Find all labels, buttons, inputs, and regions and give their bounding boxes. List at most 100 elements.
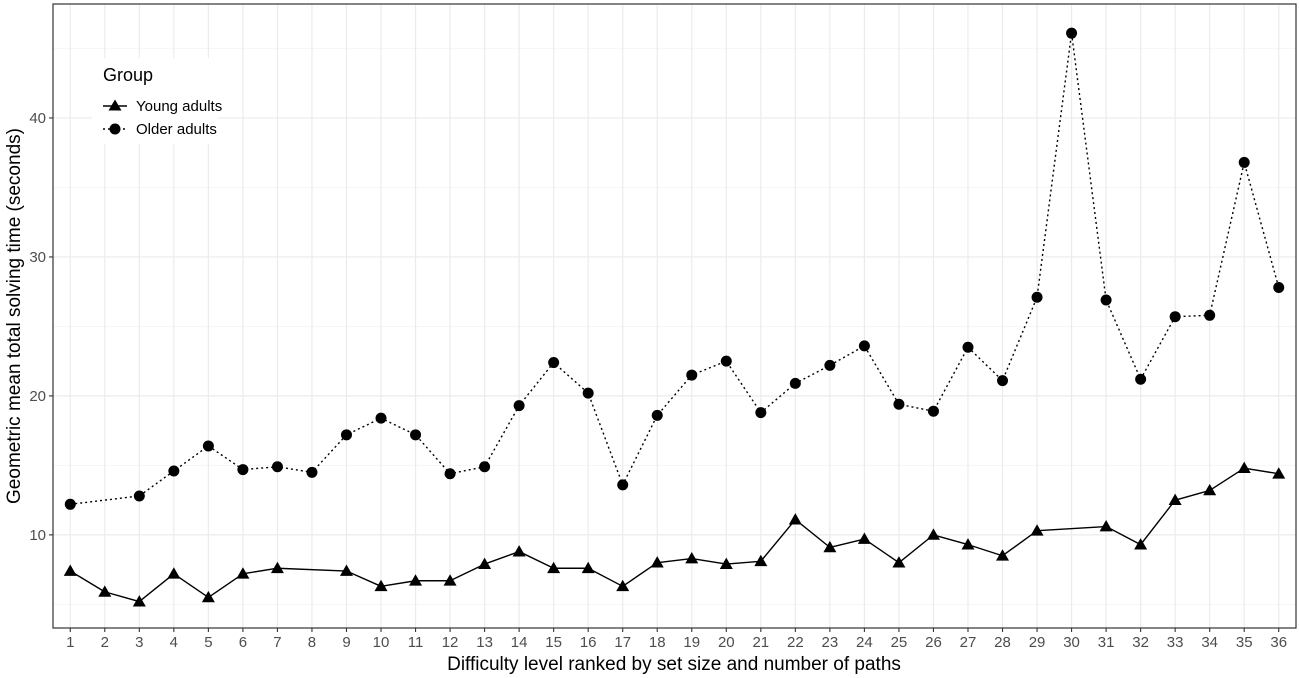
point-young-adults [443, 574, 457, 586]
point-young-adults [754, 554, 768, 567]
legend-label-older-adults: Older adults [136, 121, 217, 138]
point-older-adults [271, 461, 283, 473]
point-young-adults [996, 549, 1010, 561]
legend-label-young-adults: Young adults [136, 98, 222, 115]
point-older-adults [64, 498, 76, 510]
x-tick-label: 32 [1132, 634, 1149, 651]
x-tick-label: 22 [787, 634, 804, 651]
point-older-adults [133, 490, 145, 502]
legend: Group Young adults Older adults [92, 58, 222, 144]
point-young-adults [1030, 524, 1044, 536]
point-young-adults [409, 574, 423, 586]
plot-panel-border [52, 3, 1297, 629]
point-older-adults [1135, 373, 1147, 385]
point-older-adults [858, 340, 870, 352]
x-tick-label: 27 [960, 634, 977, 651]
x-tick-label: 2 [101, 634, 109, 651]
point-older-adults [1273, 282, 1285, 294]
point-older-adults [375, 412, 387, 424]
point-older-adults [617, 479, 629, 491]
legend-item-young-adults: Young adults [103, 98, 222, 115]
point-young-adults [374, 579, 388, 592]
x-tick-label: 4 [170, 634, 178, 651]
x-tick-label: 35 [1236, 634, 1253, 651]
x-tick-label: 5 [204, 634, 212, 651]
point-young-adults [201, 590, 215, 603]
point-young-adults [926, 528, 940, 540]
y-axis-title: Geometric mean total solving time (secon… [4, 128, 25, 504]
x-tick-label: 33 [1167, 634, 1184, 651]
x-tick-label: 1 [66, 634, 74, 651]
point-young-adults [270, 561, 284, 574]
point-young-adults [339, 564, 353, 576]
point-older-adults [340, 429, 352, 441]
major-gridlines [53, 4, 1296, 628]
point-young-adults [892, 556, 906, 568]
x-tick-label: 13 [476, 634, 493, 651]
point-older-adults [1169, 311, 1181, 323]
point-older-adults [1238, 156, 1250, 168]
point-young-adults [1272, 467, 1286, 479]
series-points [63, 27, 1286, 607]
point-older-adults [755, 407, 767, 419]
x-tick-label: 11 [408, 634, 424, 651]
x-tick-label: 8 [308, 634, 316, 651]
point-older-adults [237, 464, 249, 476]
x-tick-label: 18 [649, 634, 666, 651]
legend-key-triangle-icon [108, 99, 122, 111]
x-tick-label: 15 [545, 634, 562, 651]
point-older-adults [410, 429, 422, 441]
point-young-adults [616, 579, 630, 592]
point-older-adults [202, 440, 214, 452]
x-tick-label: 9 [342, 634, 350, 651]
x-tick-label: 28 [994, 634, 1011, 651]
point-young-adults [581, 561, 595, 574]
point-young-adults [167, 567, 181, 579]
legend-item-older-adults: Older adults [103, 121, 217, 138]
point-older-adults [962, 341, 974, 353]
minor-gridlines [53, 48, 1296, 605]
x-tick-label: 3 [135, 634, 143, 651]
x-axis: 1 2 3 4 5 6 7 8 9 10 11 12 13 14 15 16 17 18 19 20 21 22 23 24 2… [66, 628, 1287, 651]
point-older-adults [651, 409, 663, 421]
x-tick-label: 24 [856, 634, 873, 651]
x-tick-label: 21 [752, 634, 769, 651]
point-older-adults [686, 369, 698, 381]
x-tick-label: 25 [891, 634, 908, 651]
point-older-adults [548, 357, 560, 369]
point-older-adults [927, 405, 939, 417]
legend-key-circle-icon [109, 123, 121, 135]
y-tick-label: 10 [29, 527, 46, 544]
point-young-adults [98, 585, 112, 597]
point-young-adults [650, 556, 664, 568]
x-tick-label: 19 [683, 634, 700, 651]
point-older-adults [479, 461, 491, 473]
x-tick-label: 17 [614, 634, 631, 651]
point-young-adults [961, 538, 975, 550]
point-older-adults [168, 465, 180, 477]
x-tick-label: 14 [511, 634, 528, 651]
point-young-adults [1099, 520, 1113, 532]
point-older-adults [1204, 309, 1216, 321]
point-older-adults [789, 377, 801, 389]
x-tick-label: 12 [442, 634, 459, 651]
x-tick-label: 10 [373, 634, 390, 651]
x-tick-label: 23 [822, 634, 839, 651]
x-tick-label: 7 [273, 634, 281, 651]
x-tick-label: 30 [1063, 634, 1080, 651]
point-young-adults [478, 557, 492, 569]
point-young-adults [1237, 461, 1251, 474]
point-young-adults [1168, 493, 1182, 506]
point-young-adults [1134, 538, 1148, 550]
point-young-adults [132, 595, 146, 607]
point-older-adults [824, 359, 836, 371]
x-tick-label: 6 [239, 634, 247, 651]
x-tick-label: 20 [718, 634, 735, 651]
x-tick-label: 31 [1098, 634, 1115, 651]
point-young-adults [857, 532, 871, 544]
x-tick-label: 16 [580, 634, 597, 651]
y-tick-label: 30 [29, 249, 46, 266]
point-older-adults [997, 375, 1009, 387]
point-older-adults [513, 400, 525, 412]
